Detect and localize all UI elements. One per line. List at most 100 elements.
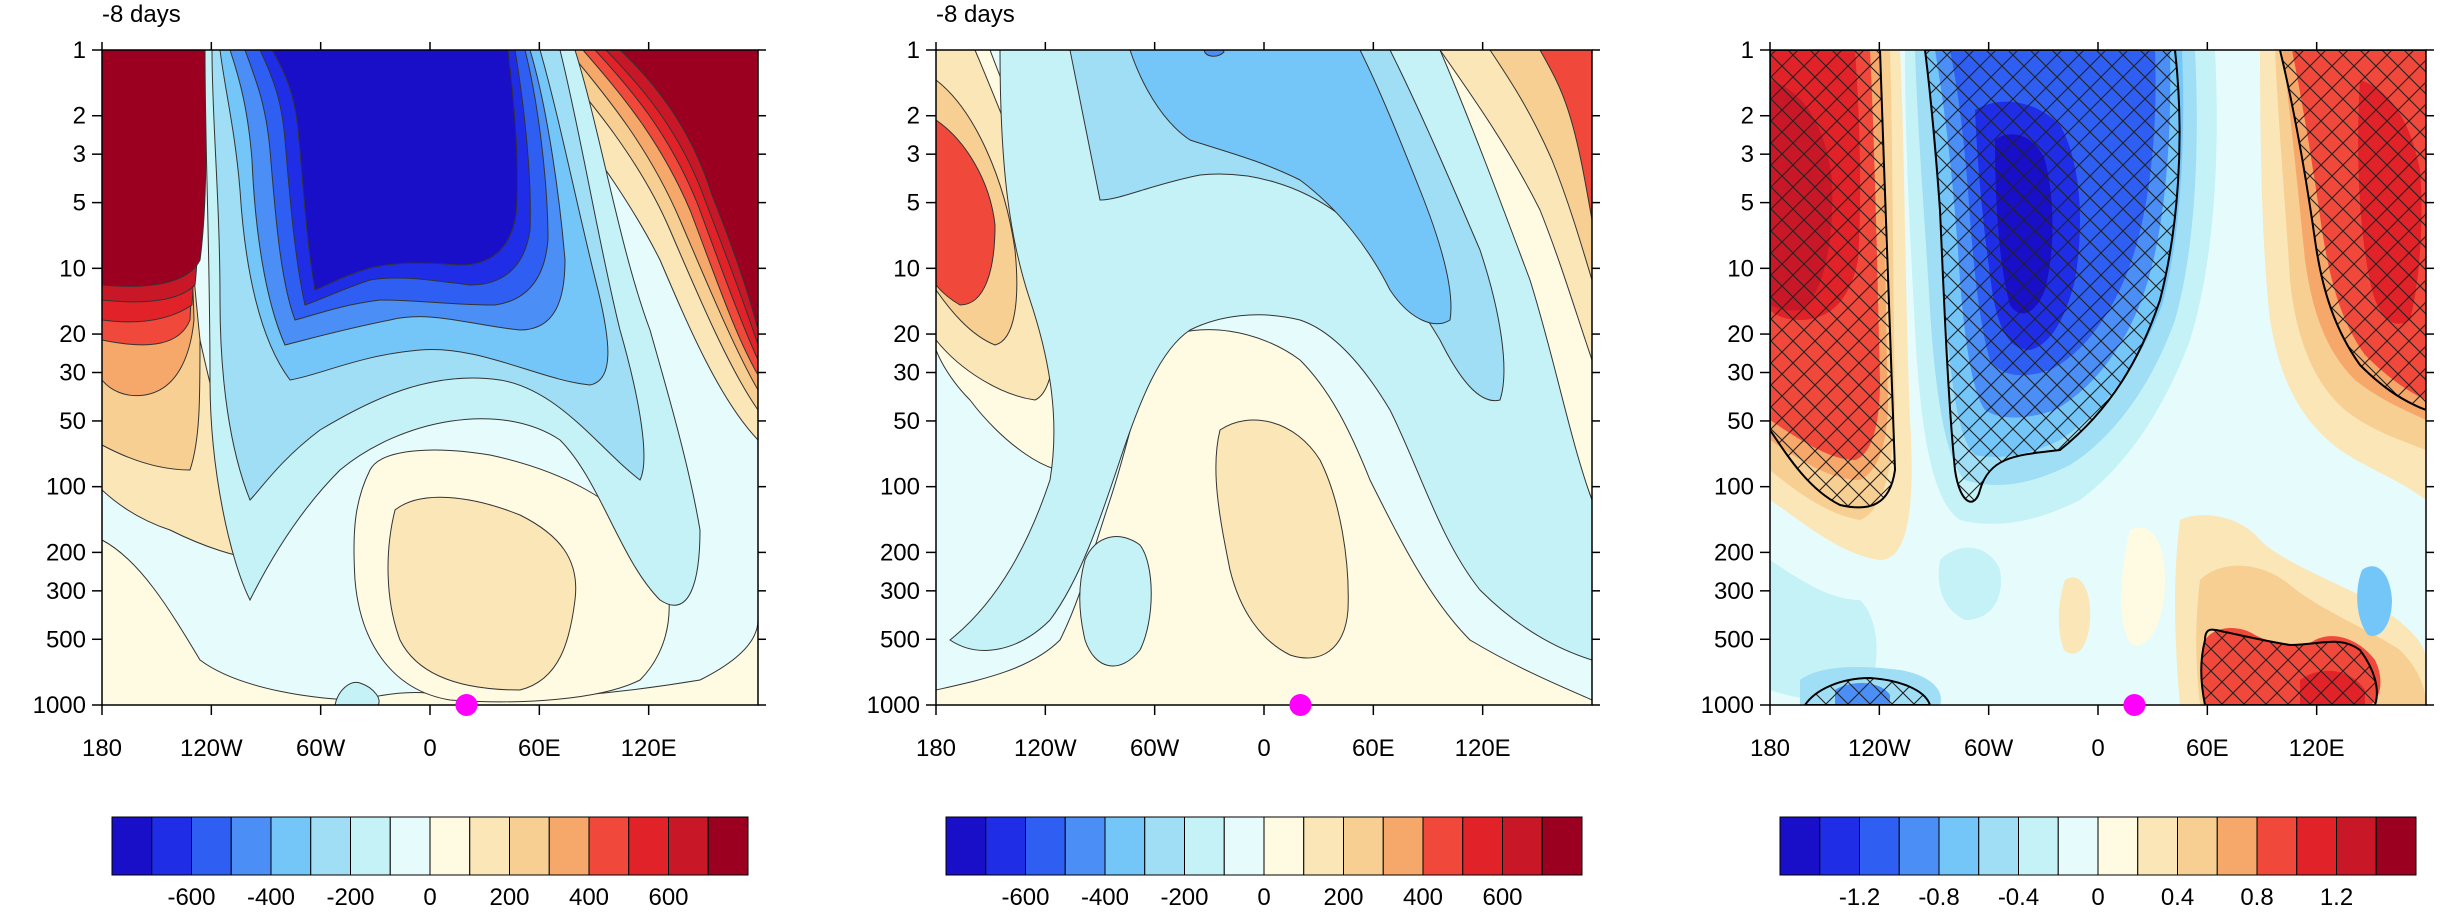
y-tick-label: 50: [893, 408, 920, 435]
x-tick-label: 60E: [518, 735, 561, 762]
y-tick-label: 100: [46, 474, 86, 501]
colorbar-swatch: [548, 816, 590, 876]
panel-1-field: [102, 50, 758, 705]
panel-3-y-axis: 1 2 3 5 10 20 30 50 100 200 300 500 1000: [1701, 37, 2434, 719]
colorbar-swatch: [389, 816, 431, 876]
colorbar-swatch: [2216, 816, 2258, 876]
panel-1-marker: [455, 694, 478, 716]
y-tick-label: 500: [880, 626, 920, 653]
y-tick-label: 200: [46, 539, 86, 566]
colorbar-label: 1.2: [2320, 884, 2353, 911]
colorbar-swatch: [1859, 816, 1900, 876]
y-tick-label: 50: [1727, 408, 1754, 435]
x-tick-label: 0: [2091, 735, 2104, 762]
panel-3-colorbar: -1.2 -0.8 -0.4 0 0.4 0.8 1.2: [1779, 816, 2417, 911]
x-tick-label: 0: [1257, 735, 1270, 762]
colorbar-swatch: [1382, 816, 1424, 876]
colorbar-label: 600: [648, 884, 688, 911]
y-tick-label: 10: [1727, 255, 1754, 282]
colorbar-label: -400: [1081, 884, 1129, 911]
colorbar-swatch: [707, 816, 749, 876]
y-tick-label: 500: [1714, 626, 1754, 653]
colorbar-label: -600: [1001, 884, 1049, 911]
colorbar-swatch: [628, 816, 669, 876]
colorbar-swatch: [1819, 816, 1860, 876]
y-tick-label: 500: [46, 626, 86, 653]
panel-1-x-axis: 180 120W 60W 0 60E 120E: [82, 42, 677, 762]
panel-1-region: [334, 681, 380, 705]
colorbar-swatch: [191, 816, 232, 876]
panel-1-region: [387, 496, 577, 691]
panel-2-region: [1215, 419, 1349, 659]
y-tick-label: 3: [73, 141, 86, 168]
colorbar-label: 400: [569, 884, 609, 911]
panel-3-hatch: [2200, 628, 2378, 705]
colorbar-swatch: [1898, 816, 1940, 876]
colorbar-swatch: [1064, 816, 1106, 876]
colorbar-swatch: [668, 816, 709, 876]
x-tick-label: 60W: [296, 735, 346, 762]
colorbar-swatch: [1422, 816, 1464, 876]
colorbar-swatch: [1343, 816, 1384, 876]
colorbar-swatch: [2137, 816, 2178, 876]
y-tick-label: 200: [1714, 539, 1754, 566]
colorbar-label: 0: [2091, 884, 2104, 911]
y-tick-label: 20: [1727, 321, 1754, 348]
y-tick-label: 1000: [867, 692, 920, 719]
panel-3-hatch: [2278, 50, 2426, 412]
panel-3: 1 2 3 5 10 20 30 50 100 200 300 500 1000 180 120W 60W 0…: [1701, 37, 2434, 911]
colorbar-label: -1.2: [1839, 884, 1880, 911]
panel-3-region: [1770, 560, 1877, 700]
colorbar-swatch: [1462, 816, 1503, 876]
colorbar-swatch: [2296, 816, 2337, 876]
y-tick-label: 200: [880, 539, 920, 566]
x-tick-label: 180: [916, 735, 956, 762]
panel-2-y-axis: 1 2 3 5 10 20 30 50 100 200 300 500 1000: [867, 37, 1600, 719]
colorbar-swatch: [2256, 816, 2298, 876]
panel-3-region: [2058, 577, 2091, 654]
y-tick-label: 1000: [33, 692, 86, 719]
panel-2-region: [936, 119, 996, 306]
colorbar-swatch: [1502, 816, 1543, 876]
colorbar-label: 0.4: [2161, 884, 2194, 911]
y-tick-label: 30: [1727, 360, 1754, 387]
panel-1-region: [271, 50, 518, 291]
y-tick-label: 5: [1741, 190, 1754, 217]
y-tick-label: 3: [907, 141, 920, 168]
panel-3-region: [2121, 527, 2165, 646]
panel-2-x-axis: 180 120W 60W 0 60E 120E: [916, 42, 1511, 762]
y-tick-label: 50: [59, 408, 86, 435]
colorbar-label: -600: [167, 884, 215, 911]
colorbar-swatch: [310, 816, 351, 876]
y-tick-label: 100: [1714, 474, 1754, 501]
colorbar-label: 200: [1323, 884, 1363, 911]
colorbar-swatch: [1144, 816, 1185, 876]
panel-1-title: -8 days: [102, 1, 181, 28]
colorbar-label: 0: [423, 884, 436, 911]
colorbar-swatch: [1223, 816, 1265, 876]
colorbar-swatch: [1978, 816, 2019, 876]
x-tick-label: 0: [423, 735, 436, 762]
y-tick-label: 1: [907, 37, 920, 64]
y-tick-label: 2: [73, 103, 86, 130]
y-tick-label: 10: [59, 255, 86, 282]
y-tick-label: 5: [907, 190, 920, 217]
panel-2-marker: [1289, 694, 1312, 716]
colorbar-swatch: [2336, 816, 2377, 876]
colorbar-swatch: [230, 816, 272, 876]
colorbar-swatch: [588, 816, 630, 876]
y-tick-label: 20: [893, 321, 920, 348]
y-tick-label: 300: [1714, 578, 1754, 605]
x-tick-label: 180: [1750, 735, 1790, 762]
x-tick-label: 120E: [1455, 735, 1511, 762]
x-tick-label: 60W: [1964, 735, 2014, 762]
colorbar-label: -0.8: [1918, 884, 1959, 911]
colorbar-swatch: [1184, 816, 1225, 876]
y-tick-label: 3: [1741, 141, 1754, 168]
colorbar-swatch: [2057, 816, 2099, 876]
colorbar-label: 0: [1257, 884, 1270, 911]
colorbar-label: -200: [1160, 884, 1208, 911]
y-tick-label: 30: [59, 360, 86, 387]
colorbar-label: -200: [326, 884, 374, 911]
